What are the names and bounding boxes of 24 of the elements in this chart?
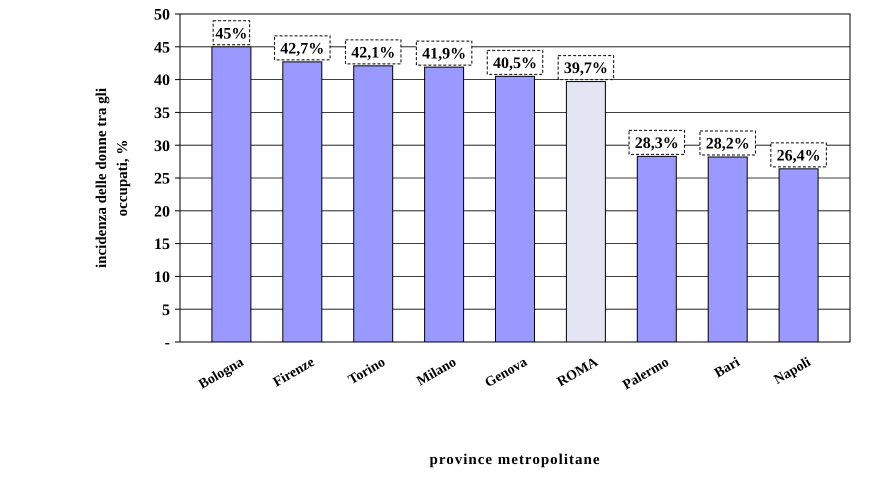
y-tick-label: 20	[154, 203, 170, 220]
data-label: 42,1%	[351, 44, 396, 62]
data-label: 26,4%	[776, 147, 821, 164]
y-tick-label: -	[164, 334, 170, 352]
x-axis-title: province metropolitane	[429, 452, 601, 468]
data-label: 41,9%	[422, 46, 466, 63]
y-tick-label: 15	[154, 236, 170, 254]
y-tick-label: 25	[154, 170, 170, 188]
data-label: 39,7%	[564, 60, 608, 78]
y-tick-label: 40	[154, 72, 170, 90]
y-tick-label: 5	[162, 302, 170, 319]
data-label: 45%	[215, 25, 248, 42]
y-tick-label: 45	[154, 39, 170, 56]
y-tick-label: 30	[154, 138, 170, 155]
y-tick-label: 10	[154, 269, 170, 286]
y-tick-label: 35	[154, 105, 170, 122]
data-label: 40,5%	[493, 54, 537, 72]
y-axis-title: incidenza delle donne tra gli occupati, %	[94, 88, 131, 268]
data-label: 42,7%	[280, 40, 324, 58]
x-tick-label: Bari	[712, 354, 743, 382]
data-label: 28,3%	[634, 134, 679, 152]
x-tick-label: Torino	[346, 354, 388, 388]
y-tick-label: 50	[154, 6, 170, 24]
data-label: 28,2%	[706, 136, 750, 153]
